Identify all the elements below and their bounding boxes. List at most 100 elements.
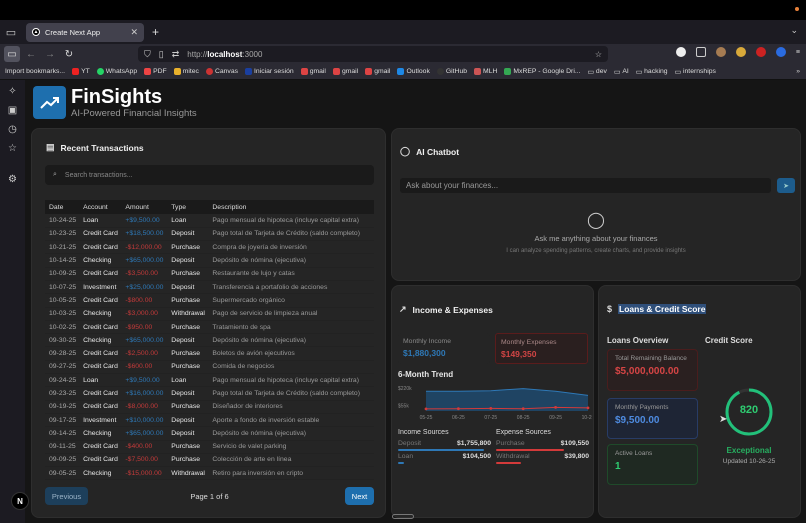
bookmarks-overflow-icon[interactable]: » — [796, 68, 800, 75]
gmail-icon — [365, 68, 373, 75]
search-input[interactable]: ⌕ Search transactions... — [45, 165, 374, 185]
permissions-icon[interactable]: ⇄ — [171, 48, 180, 59]
bookmark-gmail[interactable]: gmail — [365, 68, 390, 75]
previous-button[interactable]: Previous — [45, 487, 88, 505]
url-bar[interactable]: ⛉ ▯ ⇄ http://localhost:3000 ☆ — [138, 46, 608, 62]
bookmark-yt[interactable]: YT — [72, 68, 90, 75]
monthly-expenses-stat: Monthly Expenses $149,350 — [495, 333, 588, 364]
bookmark-google-drive[interactable]: MxREP - Google Dri... — [504, 68, 581, 75]
extension-icon[interactable] — [755, 47, 766, 57]
reload-button[interactable]: ↻ — [64, 48, 74, 60]
bookmark-folder-internships[interactable]: ▭ internships — [675, 68, 716, 76]
table-row[interactable]: 10-05-25 Credit Card -$800.00 Purchase Super… — [45, 293, 374, 308]
active-loans-box: Active Loans 1 — [607, 444, 698, 485]
table-row[interactable]: 10-07-25 Investment +$25,000.00 Deposit Tran… — [45, 280, 374, 295]
svg-text:$220k: $220k — [398, 386, 412, 392]
transaction-description: Colección de arte en línea — [208, 453, 374, 468]
extension-icon[interactable] — [775, 47, 786, 57]
bookmark-folder-dev[interactable]: ▭ dev — [588, 68, 607, 76]
table-row[interactable]: 09-09-25 Credit Card -$7,500.00 Purchase Col… — [45, 453, 374, 468]
send-button[interactable]: ➤ — [777, 178, 795, 193]
column-header-type[interactable]: Type — [167, 200, 209, 214]
pdf-icon — [144, 68, 152, 75]
transaction-type: Purchase — [167, 240, 209, 255]
bookmark-canvas[interactable]: Canvas — [205, 68, 238, 75]
table-row[interactable]: 10-21-25 Credit Card -$12,000.00 Purchase Co… — [45, 240, 374, 255]
table-row[interactable]: 09-11-25 Credit Card -$400.00 Purchase Servi… — [45, 440, 374, 454]
bookmark-outlook[interactable]: Outlook — [397, 68, 430, 75]
sidebar-toggle-button[interactable]: ▭ — [4, 46, 20, 62]
gauge-ring-icon — [725, 388, 773, 436]
table-row[interactable]: 10-02-25 Credit Card -$950.00 Purchase Trata… — [45, 320, 374, 335]
transaction-amount: -$8,000.00 — [121, 400, 168, 414]
transaction-account: Loan — [79, 373, 122, 388]
forward-button[interactable]: → — [45, 48, 55, 60]
bookmark-mitec[interactable]: mitec — [173, 68, 199, 75]
save-icon[interactable]: ▣ — [7, 105, 18, 116]
transaction-amount: -$2,500.00 — [121, 346, 168, 361]
six-month-trend-chart[interactable]: $220k $55k 05-25 06-25 07-25 08-25 09-25 10-25 — [396, 381, 592, 421]
canvas-icon — [205, 68, 213, 75]
column-header-account[interactable]: Account — [79, 200, 122, 214]
close-tab-icon[interactable]: ✕ — [130, 26, 138, 37]
transaction-amount: +$9,500.00 — [121, 214, 168, 228]
extension-clock-icon[interactable] — [675, 47, 686, 57]
column-header-description[interactable]: Description — [208, 200, 374, 214]
chat-input[interactable]: Ask about your finances... — [400, 178, 771, 193]
bookmark-whatsapp[interactable]: WhatsApp — [96, 68, 137, 75]
bookmark-import[interactable]: Import bookmarks... — [5, 68, 65, 75]
table-row[interactable]: 10-09-25 Credit Card -$3,500.00 Purchase Res… — [45, 267, 374, 281]
bookmark-pdf[interactable]: PDF — [144, 68, 167, 75]
bookmark-folder-ai[interactable]: ▭ AI — [614, 68, 629, 76]
table-row[interactable]: 10-24-25 Loan +$9,500.00 Loan Pago mensual d… — [45, 214, 374, 228]
transaction-type: Deposit — [167, 227, 209, 242]
extension-icon[interactable] — [715, 47, 726, 57]
transaction-date: 09-05-25 — [45, 466, 80, 481]
menu-icon[interactable]: ≡ — [795, 48, 800, 56]
url-port: :3000 — [242, 49, 263, 59]
table-row[interactable]: 09-27-25 Credit Card -$600.00 Purchase Comid… — [45, 360, 374, 375]
ai-sparkle-icon[interactable]: ✧ — [8, 86, 17, 97]
tab-overflow-chevron-icon[interactable]: ⌄ — [790, 25, 798, 35]
bookmark-star-icon[interactable]: ☆ — [594, 49, 602, 59]
browser-tab[interactable]: ▲ Create Next App ✕ — [26, 22, 144, 42]
bookmark-github[interactable]: GitHub — [436, 68, 467, 75]
nextjs-dev-badge[interactable]: N — [11, 492, 29, 510]
table-row[interactable]: 09-17-25 Investment +$10,000.00 Deposit Apor… — [45, 413, 374, 428]
bookmark-folder-hacking[interactable]: ▭ hacking — [636, 68, 668, 76]
transaction-date: 09-14-25 — [45, 426, 80, 441]
extension-icon[interactable] — [735, 47, 746, 57]
bookmark-iniciar-sesion[interactable]: Iniciar sesión — [245, 68, 294, 75]
bookmark-gmail[interactable]: gmail — [300, 68, 326, 75]
table-row[interactable]: 09-23-25 Credit Card +$16,000.00 Deposit Pag… — [45, 386, 374, 401]
transaction-amount: +$65,000.00 — [121, 426, 168, 441]
settings-gear-icon[interactable]: ⚙ — [8, 174, 17, 185]
new-tab-button[interactable]: + — [152, 25, 160, 39]
transaction-description: Transferencia a portafolio de acciones — [208, 280, 374, 295]
table-row[interactable]: 10-03-25 Checking -$3,000.00 Withdrawal Pago… — [45, 307, 374, 321]
table-row[interactable]: 09-30-25 Checking +$65,000.00 Deposit Depósi… — [45, 333, 374, 348]
transaction-description: Pago mensual de hipoteca (incluye capita… — [208, 214, 374, 228]
horizontal-scrollbar[interactable] — [392, 514, 414, 519]
transaction-date: 10-14-25 — [45, 253, 80, 268]
mlh-icon — [474, 68, 482, 75]
bookmarks-star-icon[interactable]: ☆ — [8, 143, 17, 154]
next-button[interactable]: Next — [345, 487, 374, 505]
youtube-icon — [72, 68, 80, 75]
shield-icon[interactable]: ⛉ — [144, 48, 151, 59]
table-row[interactable]: 10-23-25 Credit Card +$18,500.00 Deposit Pag… — [45, 227, 374, 242]
table-row[interactable]: 09-05-25 Checking -$15,000.00 Withdrawal Ret… — [45, 466, 374, 481]
table-row[interactable]: 10-14-25 Checking +$65,000.00 Deposit Depósi… — [45, 253, 374, 268]
column-header-date[interactable]: Date — [45, 200, 80, 214]
back-button[interactable]: ← — [26, 48, 36, 60]
table-row[interactable]: 09-28-25 Credit Card -$2,500.00 Purchase Bol… — [45, 346, 374, 361]
table-row[interactable]: 09-19-25 Credit Card -$8,000.00 Purchase Dis… — [45, 400, 374, 414]
bookmark-gmail[interactable]: gmail — [332, 68, 358, 75]
table-row[interactable]: 09-24-25 Loan +$9,500.00 Loan Pago mensual d… — [45, 373, 374, 388]
column-header-amount[interactable]: Amount — [121, 200, 168, 214]
tab-list-icon[interactable]: ▭ — [5, 26, 17, 39]
history-icon[interactable]: ◷ — [8, 124, 17, 135]
bookmark-mlh[interactable]: MLH — [474, 68, 497, 75]
table-row[interactable]: 09-14-25 Checking +$65,000.00 Deposit Depósi… — [45, 426, 374, 441]
extension-puzzle-icon[interactable] — [695, 47, 706, 57]
